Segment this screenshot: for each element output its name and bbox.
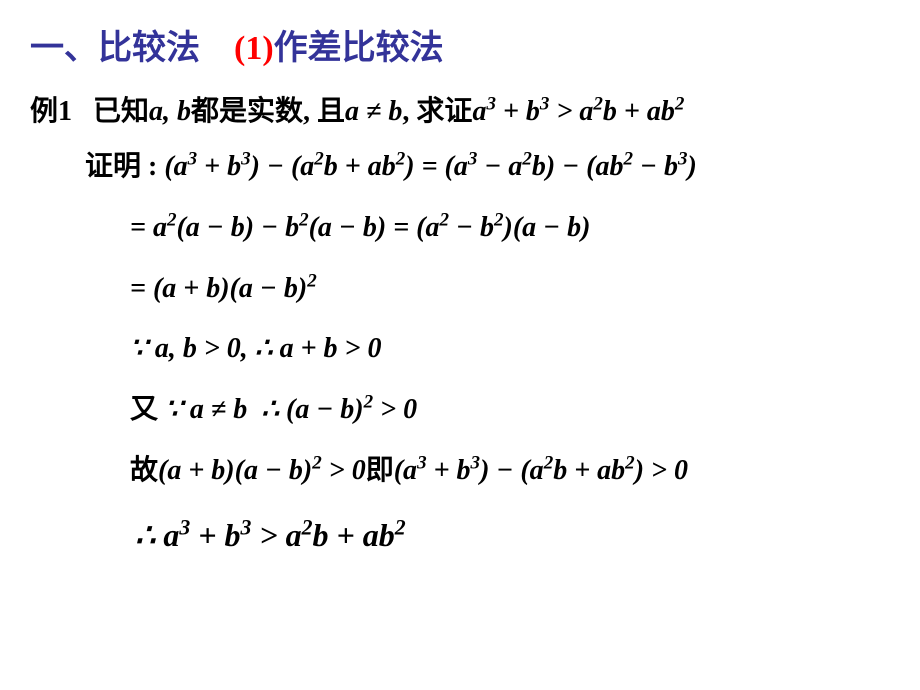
exp-a2: 2 — [593, 94, 603, 115]
example-label: 例1 — [30, 96, 72, 127]
expr-b: b — [526, 96, 540, 127]
proof-line-3: = (a + b)(a − b)2 — [30, 267, 890, 312]
exp-b3: 3 — [540, 94, 550, 115]
text-real: 都是实数, 且 — [191, 96, 345, 127]
expr-b2: b — [661, 96, 675, 127]
expr-a2: a — [579, 96, 593, 127]
proof-line-5: 又 ∵ a ≠ b ∴ (a − b)2 > 0 — [30, 388, 890, 433]
section-title: 一、比较法 (1)作差比较法 — [30, 20, 890, 69]
slide-content: 一、比较法 (1)作差比较法 例1 已知a, b都是实数, 且a ≠ b, 求证… — [0, 0, 920, 597]
expr-neq: a ≠ b — [345, 96, 402, 127]
text-known: 已知 — [93, 96, 149, 127]
proof-line-6: 故(a + b)(a − b)2 > 0即(a3 + b3) − (a2b + … — [30, 449, 890, 494]
proof-line-4: ∵ a, b > 0, ∴ a + b > 0 — [30, 327, 890, 372]
expr-a1: a — [647, 96, 661, 127]
title-part-1: 一、比较法 — [30, 30, 200, 67]
proof-line-2: = a2(a − b) − b2(a − b) = (a2 − b2)(a − … — [30, 206, 890, 251]
expr-a: a — [472, 96, 486, 127]
proof-line-1: 证明 : (a3 + b3) − (a2b + ab2) = (a3 − a2b… — [30, 145, 890, 190]
proof-line-7: ∴ a3 + b3 > a2b + ab2 — [30, 510, 890, 561]
text-prove: , 求证 — [402, 96, 472, 127]
proof-label: 证明 : — [85, 151, 157, 182]
example-statement: 例1 已知a, b都是实数, 且a ≠ b, 求证a3 + b3 > a2b +… — [30, 89, 890, 129]
title-part-2: (1) — [234, 30, 274, 67]
exp-b2: 2 — [675, 94, 685, 115]
title-part-3: 作差比较法 — [274, 30, 444, 67]
var-ab: a, b — [149, 96, 191, 127]
exp-a3: 3 — [486, 94, 496, 115]
expr-b1: b — [603, 96, 617, 127]
